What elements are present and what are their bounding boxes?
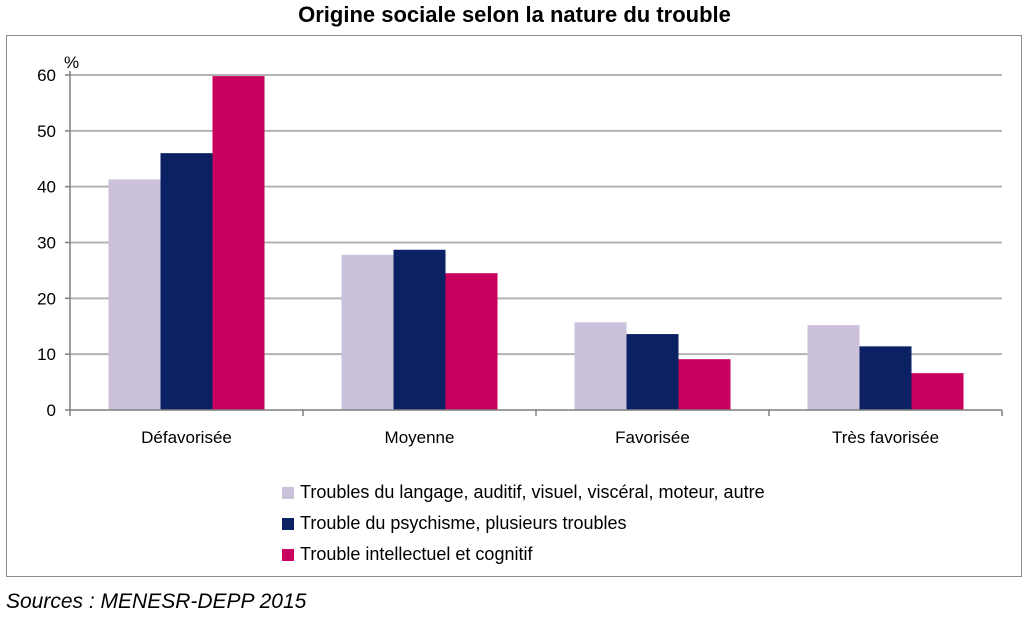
y-tick-label-40: 40 bbox=[37, 178, 56, 197]
x-tick-label-d-favoris-e: Défavorisée bbox=[141, 428, 232, 447]
legend-item-series-1: Troubles du langage, auditif, visuel, vi… bbox=[282, 477, 765, 508]
x-tick-label-favoris-e: Favorisée bbox=[615, 428, 690, 447]
bar-1-d-favoris-e bbox=[108, 179, 161, 410]
bar-3-d-favoris-e bbox=[212, 76, 265, 410]
bar-1-tr-s-favoris-e bbox=[807, 325, 860, 410]
legend-label-series-3: Trouble intellectuel et cognitif bbox=[300, 544, 533, 564]
bar-1-moyenne bbox=[341, 254, 394, 410]
bar-3-favoris-e bbox=[678, 359, 731, 410]
bar-2-moyenne bbox=[393, 249, 446, 410]
source-note: Sources : MENESR-DEPP 2015 bbox=[6, 590, 307, 613]
chart-legend: Troubles du langage, auditif, visuel, vi… bbox=[282, 477, 765, 570]
chart-title: Origine sociale selon la nature du troub… bbox=[298, 2, 731, 27]
bar-3-tr-s-favoris-e bbox=[911, 373, 964, 410]
y-tick-label-30: 30 bbox=[37, 234, 56, 253]
y-tick-label-50: 50 bbox=[37, 122, 56, 141]
bar-3-moyenne bbox=[445, 273, 498, 410]
legend-label-series-2: Trouble du psychisme, plusieurs troubles bbox=[300, 513, 627, 533]
legend-item-series-2: Trouble du psychisme, plusieurs troubles bbox=[282, 508, 765, 539]
legend-swatch-series-1 bbox=[282, 486, 294, 499]
x-tick-label-tr-s-favoris-e: Très favorisée bbox=[832, 428, 939, 447]
y-tick-label-20: 20 bbox=[37, 289, 56, 308]
y-tick-label-60: 60 bbox=[37, 66, 56, 85]
x-tick-label-moyenne: Moyenne bbox=[385, 428, 455, 447]
y-axis-unit-label: % bbox=[64, 53, 79, 72]
bar-1-favoris-e bbox=[574, 322, 627, 410]
bar-2-favoris-e bbox=[626, 334, 679, 410]
legend-label-series-1: Troubles du langage, auditif, visuel, vi… bbox=[300, 482, 765, 502]
bar-2-d-favoris-e bbox=[160, 153, 213, 410]
legend-swatch-series-2 bbox=[282, 517, 294, 530]
y-tick-label-10: 10 bbox=[37, 345, 56, 364]
chart-frame bbox=[6, 35, 1022, 577]
y-tick-label-0: 0 bbox=[47, 401, 56, 420]
legend-swatch-series-3 bbox=[282, 548, 294, 561]
bar-2-tr-s-favoris-e bbox=[859, 346, 912, 410]
legend-item-series-3: Trouble intellectuel et cognitif bbox=[282, 539, 765, 570]
